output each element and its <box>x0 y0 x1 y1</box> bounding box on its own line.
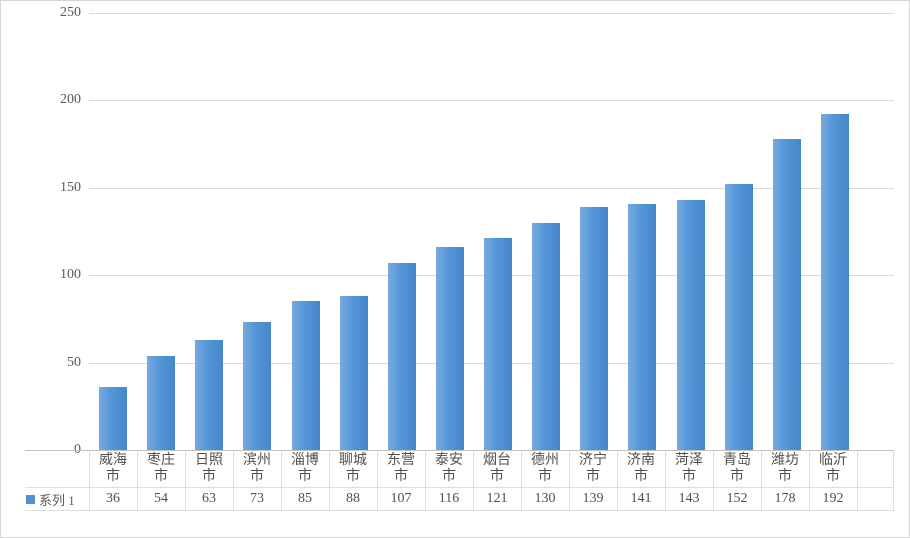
category-label: 德州市 <box>520 450 570 488</box>
bar <box>484 238 513 450</box>
empty-cell <box>856 487 894 511</box>
category-label-text: 菏泽市 <box>675 453 703 484</box>
value-cell: 143 <box>664 487 714 511</box>
gridline-200 <box>89 100 894 102</box>
value-cell: 192 <box>808 487 858 511</box>
category-label-text: 临沂市 <box>819 453 847 484</box>
category-label-text: 聊城市 <box>339 453 367 484</box>
category-label: 威海市 <box>88 450 138 488</box>
value-cell: 63 <box>184 487 234 511</box>
legend-series-label: 系列 1 <box>39 492 75 508</box>
bar <box>291 301 320 450</box>
category-label-text: 泰安市 <box>435 453 463 484</box>
bar <box>147 356 176 450</box>
table-corner-cell <box>25 450 90 488</box>
value-cell: 130 <box>520 487 570 511</box>
gridline-250 <box>89 13 894 14</box>
legend-cell: 系列 1 <box>25 487 90 511</box>
category-label: 青岛市 <box>712 450 762 488</box>
legend-swatch-icon <box>26 494 35 504</box>
bar <box>724 184 753 450</box>
category-header-row: 威海市 枣庄市 日照市 滨州市 淄博市 聊城市 东营市 泰安市 烟台市 德州市 济宁市 济南市 菏泽市青… <box>25 450 894 488</box>
bar <box>580 207 609 450</box>
y-tick-label: 200 <box>60 92 81 108</box>
value-cell: 85 <box>280 487 330 511</box>
value-cell: 73 <box>232 487 282 511</box>
category-label: 泰安市 <box>424 450 474 488</box>
category-label-text: 济宁市 <box>579 453 607 484</box>
value-cell: 141 <box>616 487 666 511</box>
bar <box>435 247 464 450</box>
category-label-text: 德州市 <box>531 453 559 484</box>
value-cell: 139 <box>568 487 618 511</box>
y-tick-label: 50 <box>67 354 81 370</box>
chart-data-table: 威海市 枣庄市 日照市 滨州市 淄博市 聊城市 东营市 泰安市 烟台市 德州市 济宁市 济南市 菏泽市青… <box>25 450 894 511</box>
y-tick-label: 250 <box>60 5 81 20</box>
category-label: 滨州市 <box>232 450 282 488</box>
category-label: 烟台市 <box>472 450 522 488</box>
bar <box>820 114 849 450</box>
value-cell: 54 <box>136 487 186 511</box>
category-label-text: 潍坊市 <box>771 453 799 484</box>
category-label: 枣庄市 <box>136 450 186 488</box>
y-tick-label: 0 <box>74 442 81 457</box>
category-label: 淄博市 <box>280 450 330 488</box>
category-label-text: 滨州市 <box>243 453 271 484</box>
category-label: 济宁市 <box>568 450 618 488</box>
bar <box>532 223 561 450</box>
category-label: 济南市 <box>616 450 666 488</box>
bar <box>387 263 416 450</box>
plot-area <box>89 13 894 450</box>
value-cell: 88 <box>328 487 378 511</box>
value-cell: 116 <box>424 487 474 511</box>
y-tick-label: 100 <box>60 267 81 283</box>
empty-cell <box>856 450 894 488</box>
category-label-text: 威海市 <box>99 453 127 484</box>
bar <box>339 296 368 450</box>
category-label: 聊城市 <box>328 450 378 488</box>
bar <box>99 387 128 450</box>
y-tick-label: 150 <box>60 179 81 195</box>
bar <box>628 204 657 450</box>
value-cell: 107 <box>376 487 426 511</box>
gridline-150 <box>89 187 894 189</box>
value-cell: 36 <box>88 487 138 511</box>
series-value-row: 系列 1 36 54 63 73 85 88 107 116 121 130 139 141 143 152… <box>25 487 894 511</box>
category-label: 潍坊市 <box>760 450 810 488</box>
value-cell: 178 <box>760 487 810 511</box>
category-label: 东营市 <box>376 450 426 488</box>
category-label-text: 日照市 <box>195 453 223 484</box>
category-label-text: 枣庄市 <box>147 453 175 484</box>
category-label-text: 烟台市 <box>483 453 511 484</box>
category-label-text: 青岛市 <box>723 453 751 484</box>
bar <box>195 340 224 450</box>
bar <box>772 139 801 450</box>
bar <box>676 200 705 450</box>
category-label: 临沂市 <box>808 450 858 488</box>
category-label-text: 东营市 <box>387 453 415 484</box>
category-label: 菏泽市 <box>664 450 714 488</box>
bar <box>243 322 272 450</box>
category-label: 日照市 <box>184 450 234 488</box>
value-cell: 152 <box>712 487 762 511</box>
category-label-text: 济南市 <box>627 453 655 484</box>
value-cell: 121 <box>472 487 522 511</box>
category-label-text: 淄博市 <box>291 453 319 484</box>
